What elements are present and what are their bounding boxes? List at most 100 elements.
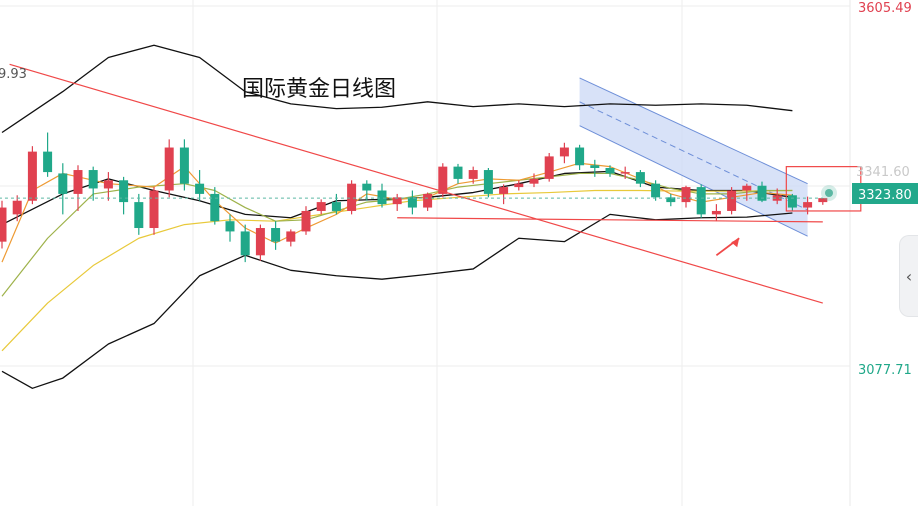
bollinger-upper-line [1,44,793,134]
candle-body-0 [0,207,7,242]
rebound-arrow-head [731,238,740,248]
y-tick-bottom: 3077.71 [858,363,912,378]
candle-49 [742,183,752,201]
candle-body-10 [149,190,159,229]
candle-10 [149,187,159,235]
candle-body-40 [605,167,615,174]
candle-body-38 [575,147,585,166]
current-price-marker [821,185,837,201]
bollinger-lower-line [1,212,793,389]
candle-15 [225,214,235,242]
candle-body-28 [423,193,433,208]
candle-body-51 [772,195,782,201]
candle-body-27 [407,197,417,208]
candle-42 [635,170,645,188]
candle-6 [88,166,98,201]
candle-44 [666,193,676,207]
candle-body-34 [514,183,524,188]
candle-body-21 [316,202,326,211]
candle-body-9 [134,202,144,229]
candle-33 [499,184,509,205]
chart-grid [0,0,851,506]
candle-39 [590,159,600,177]
candle-body-31 [468,170,478,179]
candle-body-20 [301,210,311,232]
candle-8 [119,176,129,215]
candle-body-12 [179,147,189,184]
candle-body-54 [818,198,828,203]
candle-36 [544,152,554,182]
candle-30 [453,163,463,184]
candle-body-8 [119,180,129,203]
candle-17 [255,224,265,261]
candle-body-7 [103,180,113,189]
candle-body-2 [27,151,37,201]
candle-37 [559,142,569,164]
candle-body-44 [666,197,676,203]
candle-body-37 [559,147,569,157]
candle-body-36 [544,156,554,179]
candle-18 [271,221,281,250]
candle-body-43 [651,183,661,198]
candle-4 [58,163,68,215]
candle-body-18 [271,228,281,242]
candle-26 [392,193,402,211]
chevron-left-icon: ‹ [905,266,913,286]
candle-9 [134,193,144,235]
candle-54 [818,198,828,205]
candle-25 [377,183,387,208]
candle-body-14 [210,193,220,222]
candle-body-52 [787,195,797,208]
candle-body-50 [757,185,767,201]
candle-body-16 [240,231,250,256]
candle-body-30 [453,166,463,179]
candle-body-47 [711,210,721,215]
y-tick-top: 3605.49 [858,1,912,16]
candle-12 [179,139,189,191]
candle-16 [240,224,250,263]
candle-45 [681,185,691,208]
candle-20 [301,206,311,235]
candle-body-17 [255,228,265,256]
candle-body-45 [681,187,691,203]
candle-50 [757,181,767,203]
collapse-panel-button[interactable]: ‹ [899,235,918,317]
candle-body-1 [12,200,22,215]
candle-23 [347,180,357,215]
candle-40 [605,165,615,177]
candle-52 [787,193,797,211]
channel-upper-line [579,77,808,185]
candlestick-series [0,132,828,263]
candle-body-42 [635,172,645,184]
candle-41 [620,166,630,179]
candle-24 [362,180,372,201]
chart-title: 国际黄金日线图 [242,76,396,101]
candle-body-26 [392,197,402,205]
candle-5 [73,165,83,211]
left-edge-high-label: 9.93 [0,67,27,82]
candle-body-15 [225,221,235,232]
candle-body-23 [347,183,357,211]
candle-47 [711,204,721,222]
candle-32 [483,167,493,198]
candle-1 [12,195,22,222]
candle-body-29 [438,166,448,194]
descending-trendline [9,63,823,304]
candle-body-32 [483,170,493,194]
candle-0 [0,200,7,249]
candle-27 [407,190,417,215]
candle-7 [103,172,113,201]
candle-35 [529,173,539,188]
candle-11 [164,139,174,198]
candle-body-4 [58,173,68,194]
candle-body-53 [803,202,813,208]
candle-38 [575,144,585,171]
candle-14 [210,187,220,225]
candle-body-11 [164,147,174,191]
candle-48 [727,187,737,215]
candle-34 [514,180,524,191]
candle-2 [27,146,37,205]
current-price-label: 3323.80 [858,188,912,203]
support-line [397,217,823,223]
candle-51 [772,188,782,205]
